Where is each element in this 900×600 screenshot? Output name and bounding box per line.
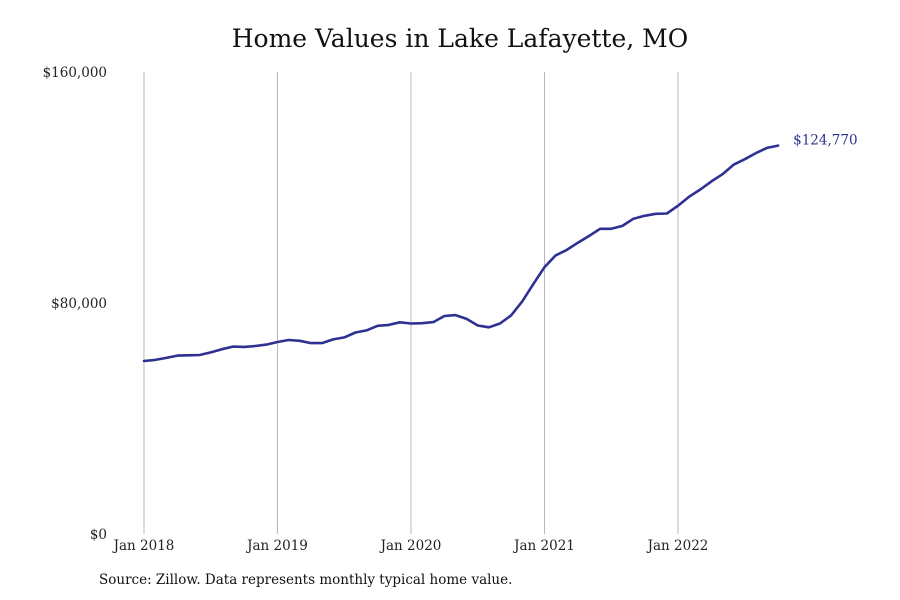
x-tick-label: Jan 2020 [379, 538, 442, 554]
series-line [142, 144, 780, 363]
y-tick-label: $160,000 [43, 65, 107, 81]
y-tick-label: $80,000 [51, 296, 107, 312]
x-tick-label: Jan 2021 [512, 538, 575, 554]
grid-layer [143, 72, 679, 534]
series-end-label: $124,770 [793, 133, 857, 149]
y-axis-labels: $0 $80,000 $160,000 [43, 65, 107, 543]
x-axis-labels: Jan 2018 Jan 2019 Jan 2020 Jan 2021 Jan 2022 [112, 538, 709, 554]
source-note: Source: Zillow. Data represents monthly … [99, 572, 513, 588]
chart-title: Home Values in Lake Lafayette, MO [231, 24, 689, 53]
y-tick-label: $0 [90, 527, 107, 543]
series-layer: $124,770 [142, 133, 858, 363]
x-tick-label: Jan 2018 [112, 538, 175, 554]
x-tick-label: Jan 2022 [646, 538, 709, 554]
x-tick-label: Jan 2019 [245, 538, 308, 554]
